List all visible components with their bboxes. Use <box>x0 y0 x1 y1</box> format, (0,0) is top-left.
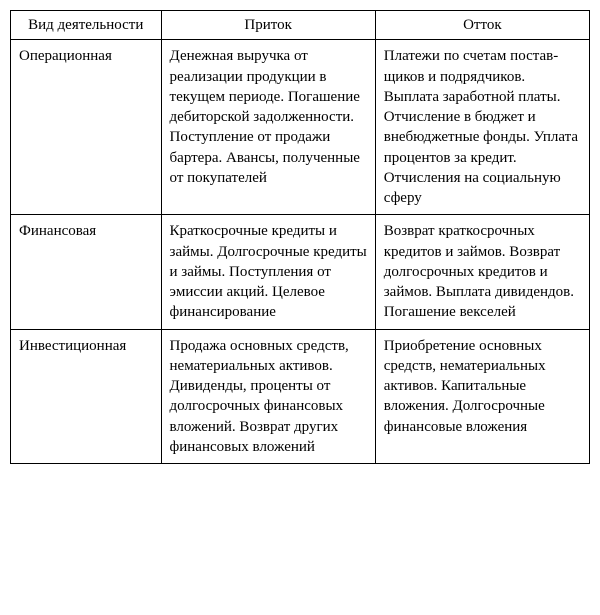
table-row: Финансовая Краткосрочные креди­ты и займ… <box>11 215 590 329</box>
cashflow-table: Вид деятельности Приток Отток Операционн… <box>10 10 590 464</box>
header-activity: Вид деятельности <box>11 11 162 40</box>
cell-activity: Финансовая <box>11 215 162 329</box>
cell-outflow: Платежи по счетам постав­щиков и подрядч… <box>375 40 589 215</box>
cell-inflow: Краткосрочные креди­ты и займы. Долгосро… <box>161 215 375 329</box>
header-outflow: Отток <box>375 11 589 40</box>
table-row: Операционная Денежная выручка от реализа… <box>11 40 590 215</box>
cell-outflow: Приобретение основных средств, нематериа… <box>375 329 589 464</box>
cell-inflow: Денежная выручка от реализации продук­ци… <box>161 40 375 215</box>
cell-outflow: Возврат краткосрочных кредитов и займов.… <box>375 215 589 329</box>
header-row: Вид деятельности Приток Отток <box>11 11 590 40</box>
cell-inflow: Продажа основных средств, нематериаль­ны… <box>161 329 375 464</box>
header-inflow: Приток <box>161 11 375 40</box>
table-row: Инвестиционная Продажа основных средств,… <box>11 329 590 464</box>
cell-activity: Инвестиционная <box>11 329 162 464</box>
cell-activity: Операционная <box>11 40 162 215</box>
